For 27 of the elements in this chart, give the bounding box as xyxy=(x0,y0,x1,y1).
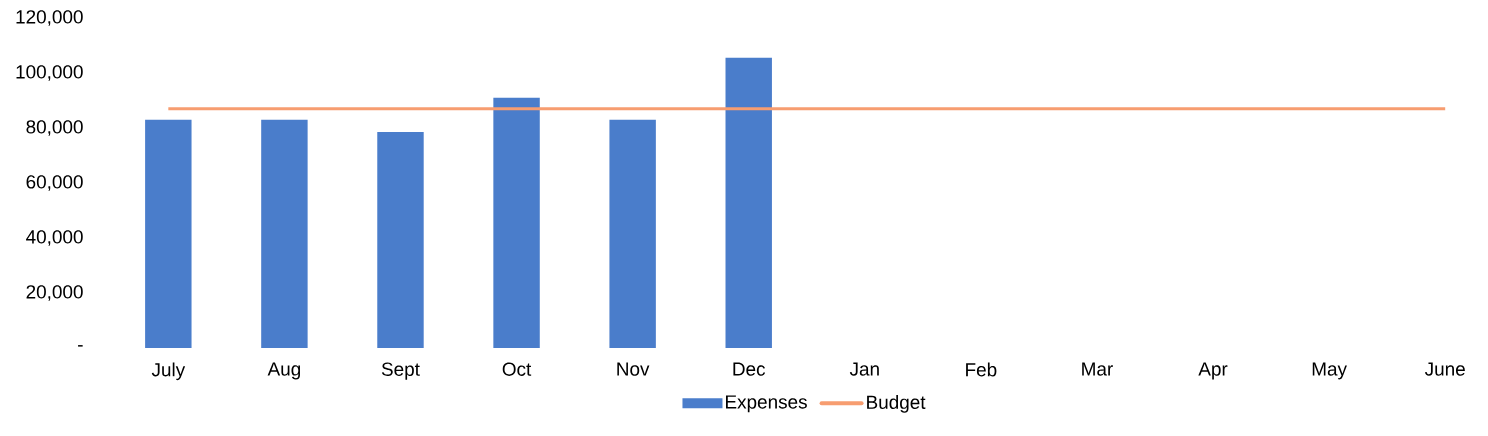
y-tick-label: 120,000 xyxy=(16,10,83,26)
bar xyxy=(377,132,424,348)
bar xyxy=(261,119,308,348)
x-tick-label: Sept xyxy=(381,362,420,380)
y-tick-label: - xyxy=(78,345,83,347)
x-tick-label: Apr xyxy=(1198,362,1228,380)
x-tick-label: Aug xyxy=(267,362,301,380)
bar xyxy=(493,97,540,348)
bar xyxy=(145,119,192,348)
x-tick-label: Jan xyxy=(849,362,879,376)
x-tick-label: July xyxy=(151,362,186,381)
legend-label: Budget xyxy=(867,395,926,413)
y-tick-label: 20,000 xyxy=(26,285,83,301)
bar xyxy=(725,57,772,348)
x-tick-label: Nov xyxy=(617,362,650,376)
x-tick-label: Dec xyxy=(733,362,766,376)
x-tick-label: Oct xyxy=(502,362,532,376)
x-tick-label: June xyxy=(1424,362,1465,376)
bar xyxy=(609,119,656,348)
y-tick-label: 60,000 xyxy=(26,175,83,191)
legend-label: Expenses xyxy=(726,395,807,413)
y-tick-label: 100,000 xyxy=(16,65,83,81)
y-tick-label: 40,000 xyxy=(26,230,83,246)
y-tick-label: 80,000 xyxy=(26,120,83,136)
x-tick-label: May xyxy=(1312,362,1347,380)
x-tick-label: Feb xyxy=(966,362,997,377)
x-tick-label: Mar xyxy=(1082,362,1113,376)
